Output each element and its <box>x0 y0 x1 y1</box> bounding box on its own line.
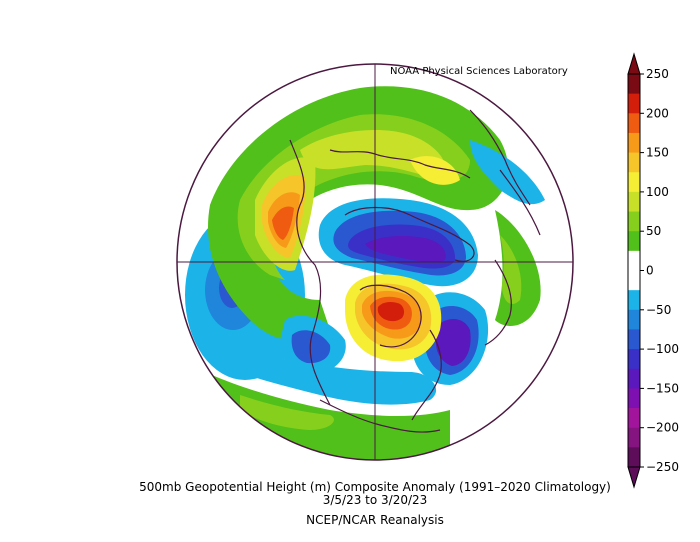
colorbar-swatch <box>628 290 640 311</box>
pacific-ridge-core <box>272 206 294 240</box>
date-range: 3/5/23 to 3/20/23 <box>322 493 428 507</box>
colorbar-swatch <box>628 329 640 350</box>
colorbar-swatch <box>628 152 640 173</box>
colorbar-swatch <box>628 388 640 409</box>
colorbar-swatch <box>628 93 640 114</box>
colorbar-label: −200 <box>646 421 679 435</box>
colorbar-swatch <box>628 132 640 154</box>
arctic-low-core <box>365 236 446 263</box>
colorbar-label: 250 <box>646 67 669 81</box>
colorbar-swatch <box>628 113 640 134</box>
colorbar: 250 200 150 100 50 0 −50 −100 −150 −200 −250 <box>627 52 679 489</box>
colorbar-swatch <box>628 447 640 468</box>
colorbar-swatch <box>628 74 640 95</box>
colorbar-swatch <box>628 349 640 370</box>
asia-low-core <box>291 330 331 364</box>
colorbar-swatch <box>628 368 640 389</box>
siberia-yellow <box>410 156 460 185</box>
colorbar-swatch <box>628 191 640 213</box>
colorbar-swatch <box>628 231 640 252</box>
credit-text: NOAA Physical Sciences Laboratory <box>390 66 568 77</box>
coastlines <box>289 109 541 433</box>
colorbar-label: −250 <box>646 460 679 474</box>
map-border <box>176 63 574 461</box>
colorbar-label: 150 <box>646 146 669 160</box>
colorbar-swatch <box>628 172 640 193</box>
colorbar-swatch <box>628 250 640 271</box>
atlantic-green-inner <box>500 235 522 305</box>
colorbar-label: 200 <box>646 106 669 120</box>
europe-low-core <box>435 318 471 366</box>
colorbar-label: −150 <box>646 381 679 395</box>
russia-high-core <box>377 302 405 322</box>
data-source: NCEP/NCAR Reanalysis <box>306 513 444 527</box>
colorbar-swatch <box>628 309 640 330</box>
colorbar-swatch <box>628 427 640 448</box>
colorbar-swatch <box>628 408 640 429</box>
colorbar-swatch <box>628 270 640 291</box>
southern-blue-band <box>198 330 437 405</box>
colorbar-label: −100 <box>646 342 679 356</box>
north-atlantic-low-outer <box>470 140 545 205</box>
southern-green-inner <box>240 395 334 430</box>
colorbar-label: 0 <box>646 264 654 278</box>
map-title: 500mb Geopotential Height (m) Composite … <box>139 480 611 494</box>
colorbar-max-arrow <box>627 52 641 75</box>
siberia-band <box>300 130 446 180</box>
colorbar-min-arrow <box>627 466 641 489</box>
colorbar-swatch <box>628 211 640 232</box>
colorbar-label: 100 <box>646 185 669 199</box>
colorbar-label: 50 <box>646 224 661 238</box>
colorbar-label: −50 <box>646 303 671 317</box>
